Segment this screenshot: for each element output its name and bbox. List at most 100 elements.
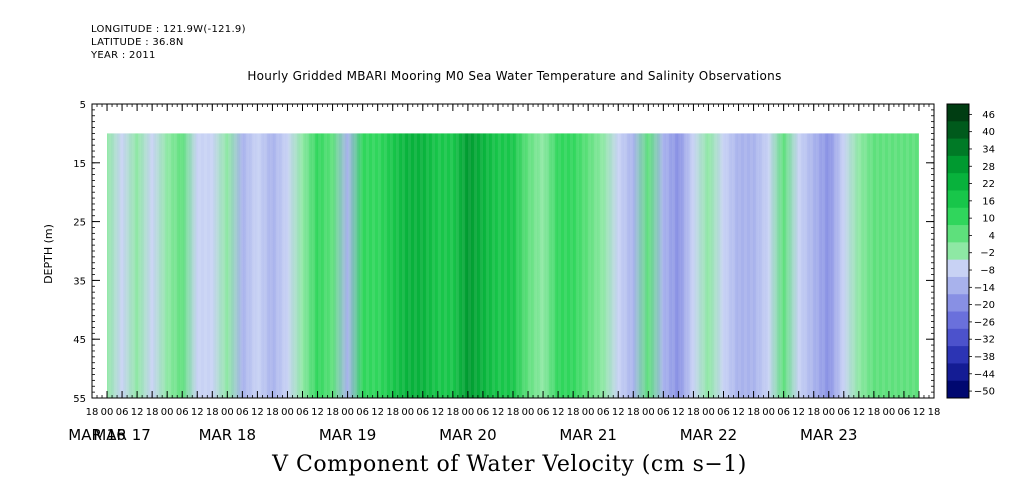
x-tick-label: 06 — [356, 407, 369, 418]
x-tick-label: 18 — [567, 407, 580, 418]
x-tick-label: 18 — [507, 407, 520, 418]
x-tick-label: 06 — [717, 407, 730, 418]
axes: 18 00 06 12 18 00 06 12 18 00 06 12 18 00 06 12 18 00 06 12… — [68, 100, 940, 444]
x-tick-label: 00 — [161, 407, 174, 418]
velocity-field-texture — [107, 133, 919, 398]
colorbar-swatch — [947, 225, 969, 243]
x-day-label: MAR 22 — [680, 426, 737, 444]
colorbar-label: 34 — [982, 144, 995, 155]
x-tick-label: 12 — [792, 407, 805, 418]
x-tick-label: 18 — [446, 407, 459, 418]
x-tick-label: 12 — [311, 407, 324, 418]
colorbar-label: −20 — [974, 300, 995, 311]
colorbar-swatch — [947, 242, 969, 261]
colorbar-label: −50 — [974, 387, 995, 398]
chart-title: Hourly Gridded MBARI Mooring M0 Sea Wate… — [247, 69, 782, 83]
x-tick-label: 06 — [176, 407, 189, 418]
x-day-label: MAR 21 — [559, 426, 616, 444]
x-tick-label: 18 — [326, 407, 339, 418]
colorbar-label: −14 — [974, 283, 995, 294]
longitude-label: LONGITUDE : 121.9W(-121.9) — [91, 24, 246, 35]
x-day-label: MAR 18 — [199, 426, 256, 444]
x-tick-label: 18 — [867, 407, 880, 418]
x-tick-label: 12 — [191, 407, 204, 418]
colorbar-label: −2 — [980, 248, 995, 259]
chart-subtitle: V Component of Water Velocity (cm s−1) — [272, 452, 747, 477]
colorbar-swatch — [947, 294, 969, 313]
x-tick-label: 12 — [672, 407, 685, 418]
x-tick-label: 00 — [101, 407, 114, 418]
colorbar-label: −44 — [974, 369, 995, 380]
x-tick-label: 18 — [266, 407, 279, 418]
colorbar-swatch — [947, 363, 969, 382]
colorbar-swatch — [947, 121, 969, 140]
colorbar-frame — [946, 103, 970, 399]
x-day-label: MAR 16 — [68, 426, 125, 444]
colorbar-label: 16 — [982, 196, 995, 207]
year-label: YEAR : 2011 — [91, 50, 156, 61]
x-tick-label: 06 — [777, 407, 790, 418]
x-tick-label: 12 — [371, 407, 384, 418]
x-tick-label: 12 — [131, 407, 144, 418]
x-tick-label: 00 — [642, 407, 655, 418]
y-tick-label: 15 — [73, 159, 86, 170]
colorbar-swatch — [947, 276, 969, 295]
x-tick-label: 06 — [898, 407, 911, 418]
x-tick-label: 00 — [401, 407, 414, 418]
colorbar-label: −26 — [974, 317, 995, 328]
x-day-label: MAR 23 — [800, 426, 857, 444]
colorbar-label: 40 — [982, 127, 995, 138]
x-tick-label: 00 — [462, 407, 475, 418]
x-tick-label: 06 — [657, 407, 670, 418]
x-tick-label: 12 — [612, 407, 625, 418]
colorbar-label: −38 — [974, 352, 995, 363]
y-tick-label: 35 — [73, 276, 86, 287]
x-tick-label: 12 — [251, 407, 264, 418]
x-tick-label: 12 — [913, 407, 926, 418]
x-tick-label: 06 — [837, 407, 850, 418]
y-axis-label: DEPTH (m) — [42, 224, 55, 284]
y-tick-label: 55 — [73, 394, 86, 405]
x-tick-label: 00 — [582, 407, 595, 418]
x-tick-label: 00 — [281, 407, 294, 418]
colorbar-swatch — [947, 190, 969, 209]
colorbar-label: 46 — [982, 110, 995, 121]
x-day-label: MAR 20 — [439, 426, 496, 444]
colorbar-label: −8 — [980, 266, 995, 277]
y-tick-label: 25 — [73, 218, 86, 229]
x-tick-label: 18 — [627, 407, 640, 418]
x-tick-label: 00 — [522, 407, 535, 418]
colorbar-swatch — [947, 380, 969, 399]
x-tick-label: 18 — [928, 407, 941, 418]
x-tick-label: 18 — [146, 407, 159, 418]
x-tick-label: 00 — [822, 407, 835, 418]
x-tick-label: 12 — [431, 407, 444, 418]
x-tick-label: 00 — [883, 407, 896, 418]
colorbar-swatch — [947, 104, 969, 122]
x-tick-label: 18 — [747, 407, 760, 418]
x-tick-label: 00 — [702, 407, 715, 418]
colorbar-swatch — [947, 328, 969, 347]
x-tick-label: 00 — [341, 407, 354, 418]
colorbar-swatch — [947, 259, 969, 278]
colorbar: 46 40 34 28 22 16 10 4 −2 −8 −14 −20 −26 −32 −38 −44 −50 — [946, 103, 995, 399]
colorbar-swatch — [947, 155, 969, 174]
x-tick-label: 06 — [477, 407, 490, 418]
x-tick-label: 18 — [206, 407, 219, 418]
x-tick-label: 12 — [492, 407, 505, 418]
latitude-label: LATITUDE : 36.8N — [91, 37, 184, 48]
colorbar-label: 4 — [989, 231, 995, 242]
x-tick-label: 00 — [762, 407, 775, 418]
colorbar-label: 10 — [982, 214, 995, 225]
colorbar-swatch — [947, 173, 969, 191]
x-tick-label: 06 — [116, 407, 129, 418]
x-day-label: MAR 19 — [319, 426, 376, 444]
colorbar-swatch — [947, 346, 969, 364]
x-tick-label: 06 — [537, 407, 550, 418]
x-tick-label: 00 — [221, 407, 234, 418]
x-tick-label: 18 — [386, 407, 399, 418]
y-tick-label: 5 — [80, 100, 86, 111]
x-tick-label: 18 — [86, 407, 99, 418]
x-tick-label: 06 — [416, 407, 429, 418]
